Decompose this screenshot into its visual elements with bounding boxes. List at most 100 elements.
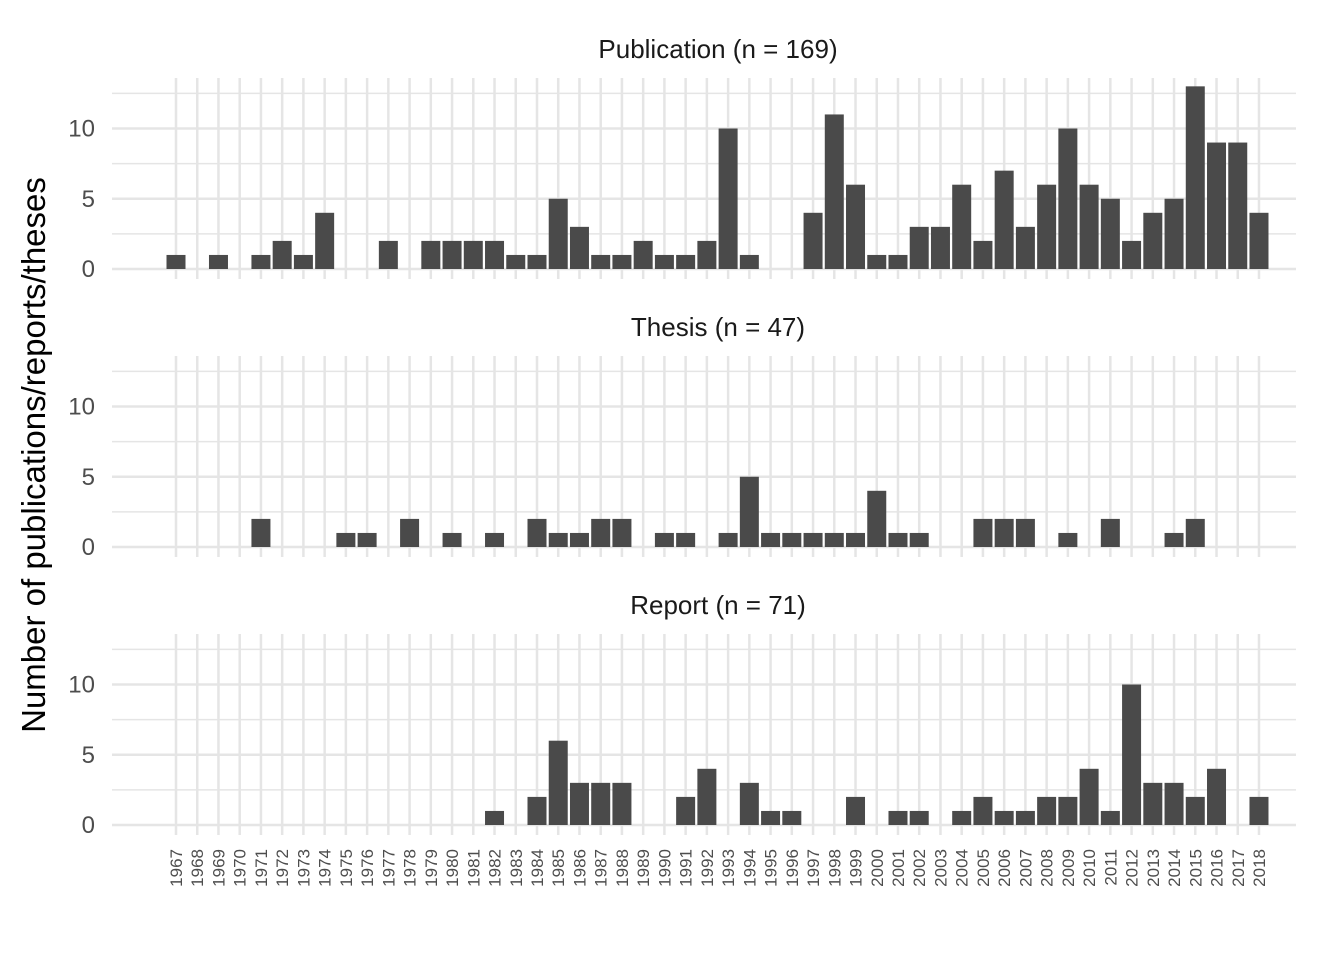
bar-1984 [527,518,547,547]
bar-1973 [293,254,313,269]
bar-2008 [1037,184,1057,269]
bar-1988 [612,782,632,825]
bar-1969 [208,254,228,269]
bar-2011 [1100,518,1120,547]
bar-1990 [654,254,674,269]
bar-2017 [1228,142,1248,269]
bar-1986 [569,782,589,825]
bar-1996 [782,810,802,825]
bar-2015 [1185,86,1205,269]
x-tick-label: 1971 [252,849,271,887]
x-tick-label: 1977 [379,849,398,887]
bar-1982 [485,532,505,547]
bar-1984 [527,796,547,825]
bar-1994 [739,254,759,269]
x-tick-label: 1985 [549,849,568,887]
x-tick-label: 2006 [995,849,1014,887]
bar-2001 [888,254,908,269]
bar-2014 [1164,782,1184,825]
bar-2003 [930,226,950,269]
bar-1983 [506,254,526,269]
bar-1982 [485,810,505,825]
x-tick-label: 2013 [1144,849,1163,887]
bar-2002 [909,226,929,269]
x-tick-label: 1989 [634,849,653,887]
bar-1994 [739,476,759,547]
bar-2015 [1185,796,1205,825]
bar-2005 [973,796,993,825]
bar-1987 [591,782,611,825]
y-tick-label: 0 [82,534,95,561]
panel-title: Report (n = 71) [630,590,806,620]
bar-2012 [1122,684,1142,825]
text-layer: 0 5 10 Publication (n = 169) 0 5 10 Thesis (n =… [68,34,1269,887]
x-tick-label: 2007 [1016,849,1035,887]
x-tick-label: 1996 [783,849,802,887]
bar-1997 [803,212,823,269]
y-tick-label: 5 [82,464,95,491]
bar-2014 [1164,198,1184,269]
x-tick-label: 1984 [528,849,547,887]
bar-2002 [909,810,929,825]
y-tick-label: 10 [68,116,95,143]
bar-1977 [378,240,398,269]
bar-2005 [973,240,993,269]
x-tick-label: 1994 [740,849,759,887]
bar-1974 [315,212,335,269]
panel-title: Thesis (n = 47) [631,312,805,342]
bar-1971 [251,518,271,547]
x-tick-label: 1967 [167,849,186,887]
y-tick-label: 0 [82,812,95,839]
x-tick-label: 2016 [1208,849,1227,887]
x-tick-label: 1997 [804,849,823,887]
bar-1997 [803,532,823,547]
x-tick-label: 1982 [486,849,505,887]
x-tick-label: 2018 [1250,849,1269,887]
bar-1992 [697,768,717,825]
x-tick-label: 2012 [1123,849,1142,887]
bar-2001 [888,810,908,825]
x-tick-label: 2001 [889,849,908,887]
x-tick-label: 1987 [592,849,611,887]
bar-2009 [1058,128,1078,269]
x-tick-label: 2005 [974,849,993,887]
x-tick-label: 2004 [953,849,972,887]
bar-2001 [888,532,908,547]
x-tick-label: 1970 [231,849,250,887]
bar-1972 [272,240,292,269]
bar-2013 [1143,212,1163,269]
bar-1992 [697,240,717,269]
y-tick-label: 5 [82,186,95,213]
panel-title: Publication (n = 169) [598,34,837,64]
bar-1995 [761,810,781,825]
x-tick-label: 2011 [1101,849,1120,886]
bar-1987 [591,254,611,269]
bar-2014 [1164,532,1184,547]
bar-2007 [1015,810,1035,825]
bar-2007 [1015,518,1035,547]
bar-1980 [442,240,462,269]
x-tick-label: 1998 [825,849,844,887]
bar-1993 [718,532,738,547]
bar-2016 [1207,142,1227,269]
bar-1999 [846,796,866,825]
bar-1982 [485,240,505,269]
x-tick-label: 1986 [570,849,589,887]
x-tick-label: 2014 [1165,849,1184,887]
bar-1967 [166,254,186,269]
bar-1999 [846,184,866,269]
bar-1996 [782,532,802,547]
bar-1990 [654,532,674,547]
x-tick-label: 1978 [401,849,420,887]
bar-2006 [994,518,1014,547]
bar-1985 [548,740,568,825]
bar-1991 [676,254,696,269]
bar-1985 [548,198,568,269]
grid-layer [112,78,1296,835]
bar-1981 [463,240,483,269]
bar-2015 [1185,518,1205,547]
bar-1986 [569,532,589,547]
bar-2010 [1079,768,1099,825]
y-tick-label: 10 [68,394,95,421]
